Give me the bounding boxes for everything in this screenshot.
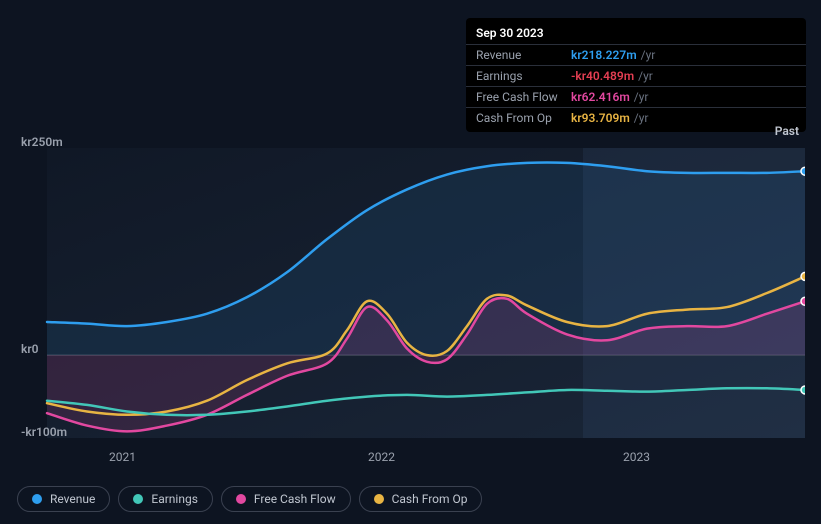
tooltip-metric-label: Earnings bbox=[476, 69, 571, 83]
tooltip-metric-label: Free Cash Flow bbox=[476, 90, 571, 104]
chart-tooltip: Sep 30 2023 Revenuekr218.227m/yrEarnings… bbox=[466, 18, 806, 132]
legend-item-free-cash-flow[interactable]: Free Cash Flow bbox=[221, 486, 351, 512]
legend-swatch bbox=[374, 494, 384, 504]
legend-label: Cash From Op bbox=[392, 492, 468, 506]
tooltip-metric-suffix: /yr bbox=[641, 48, 656, 62]
legend-item-cash-from-op[interactable]: Cash From Op bbox=[359, 486, 483, 512]
tooltip-metric-suffix: /yr bbox=[638, 69, 653, 83]
tooltip-row: Free Cash Flowkr62.416m/yr bbox=[466, 86, 806, 107]
x-axis-tick-label: 2023 bbox=[623, 450, 650, 464]
y-axis-tick-label: -kr100m bbox=[21, 425, 67, 439]
legend-swatch bbox=[133, 494, 143, 504]
tooltip-metric-label: Revenue bbox=[476, 48, 571, 62]
legend-item-earnings[interactable]: Earnings bbox=[118, 486, 213, 512]
past-label: Past bbox=[775, 124, 799, 138]
legend-swatch bbox=[32, 494, 42, 504]
tooltip-row: Revenuekr218.227m/yr bbox=[466, 44, 806, 65]
tooltip-metric-suffix: /yr bbox=[634, 90, 649, 104]
tooltip-row: Earnings-kr40.489m/yr bbox=[466, 65, 806, 86]
legend-label: Earnings bbox=[151, 492, 198, 506]
tooltip-metric-value: kr218.227m bbox=[571, 48, 637, 62]
financials-chart[interactable]: kr250m kr0 -kr100m 2021 2022 2023 Past bbox=[17, 118, 805, 478]
tooltip-metric-value: -kr40.489m bbox=[571, 69, 634, 83]
tooltip-title: Sep 30 2023 bbox=[466, 24, 806, 44]
x-axis-tick-label: 2021 bbox=[109, 450, 136, 464]
legend-item-revenue[interactable]: Revenue bbox=[17, 486, 110, 512]
legend-swatch bbox=[236, 494, 246, 504]
legend-label: Revenue bbox=[50, 492, 95, 506]
legend: Revenue Earnings Free Cash Flow Cash From O… bbox=[17, 486, 482, 512]
legend-label: Free Cash Flow bbox=[254, 492, 336, 506]
y-axis-tick-label: kr250m bbox=[21, 135, 63, 149]
tooltip-metric-value: kr62.416m bbox=[571, 90, 630, 104]
y-axis-tick-label: kr0 bbox=[21, 342, 39, 356]
x-axis-tick-label: 2022 bbox=[368, 450, 395, 464]
